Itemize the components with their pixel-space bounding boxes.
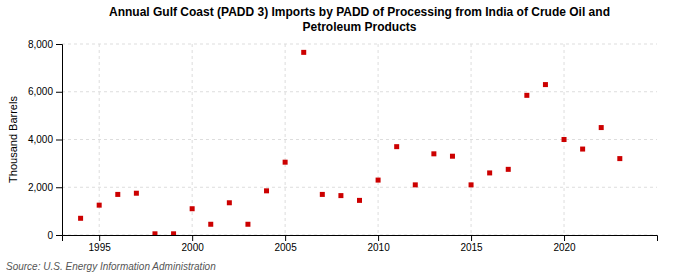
point — [617, 156, 622, 161]
y-axis-title: Thousand Barrels — [7, 96, 19, 183]
grid-line — [62, 44, 657, 45]
grid-line — [471, 44, 472, 235]
grid-line — [378, 44, 379, 235]
tick-label: 1995 — [89, 242, 112, 253]
point — [190, 206, 195, 211]
tick-mark — [378, 235, 379, 241]
tick-mark — [192, 235, 193, 241]
annotation: Source: U.S. Energy Information Administ… — [6, 261, 216, 272]
tick: 6,000 — [28, 86, 62, 97]
tick-label: 4,000 — [28, 134, 53, 145]
point — [562, 137, 567, 142]
point — [97, 203, 102, 208]
tick: 2005 — [275, 235, 298, 253]
point — [301, 50, 306, 55]
point — [134, 191, 139, 196]
tick-label: 2000 — [182, 242, 205, 253]
axis-line — [56, 45, 63, 236]
point — [506, 167, 511, 172]
tick: 0 — [47, 230, 62, 241]
tick: 4,000 — [28, 134, 62, 145]
y-axis: 0 2,000 4,000 6,000 8,000 — [28, 39, 63, 241]
tick: 2015 — [460, 235, 483, 253]
point — [227, 200, 232, 205]
axis-line — [63, 236, 658, 242]
tick: 2010 — [367, 235, 390, 253]
plot-area: 1995 2000 2005 2010 2015 2020 0 2,000 4,000 6,000… — [28, 39, 658, 253]
point — [450, 154, 455, 159]
point — [115, 192, 120, 197]
point — [245, 222, 250, 227]
point — [524, 93, 529, 98]
tick: 2000 — [182, 235, 205, 253]
point — [543, 82, 548, 87]
tick: 1995 — [89, 235, 112, 253]
tick-mark — [56, 140, 62, 141]
point — [580, 147, 585, 152]
point — [320, 192, 325, 197]
tick-mark — [564, 235, 565, 241]
tick-mark — [56, 187, 62, 188]
marks — [78, 50, 622, 235]
tick: 2020 — [553, 235, 576, 253]
tick-label: 2,000 — [28, 182, 53, 193]
grid-line — [62, 187, 657, 188]
point — [599, 125, 604, 130]
tick-mark — [56, 44, 62, 45]
tick-mark — [56, 92, 62, 93]
grid-line — [62, 139, 657, 140]
tick-label: 6,000 — [28, 86, 53, 97]
tick-mark — [471, 235, 472, 241]
title: Annual Gulf Coast (PADD 3) Imports by PA… — [109, 5, 610, 34]
tick-mark — [285, 235, 286, 241]
point — [357, 198, 362, 203]
point — [208, 222, 213, 227]
point — [171, 231, 176, 235]
point — [469, 182, 474, 187]
point — [78, 216, 83, 221]
point — [394, 144, 399, 149]
x-axis: 1995 2000 2005 2010 2015 2020 — [63, 235, 658, 253]
grid-line — [62, 91, 657, 92]
chart: 1995 2000 2005 2010 2015 2020 0 2,000 4,000 6,000… — [0, 0, 675, 275]
point — [413, 182, 418, 187]
tick-mark — [56, 235, 62, 236]
tick-label: 2020 — [553, 242, 576, 253]
tick-label: 8,000 — [28, 39, 53, 50]
grid-line — [285, 44, 286, 235]
tick-label: 2005 — [275, 242, 298, 253]
point — [264, 188, 269, 193]
point — [152, 231, 157, 235]
point — [283, 160, 288, 165]
tick-label: 2010 — [367, 242, 390, 253]
point — [338, 193, 343, 198]
tick-mark — [99, 235, 100, 241]
grid — [62, 44, 657, 235]
tick-label: 2015 — [460, 242, 483, 253]
point — [376, 178, 381, 183]
point — [431, 151, 436, 156]
tick-label: 0 — [47, 230, 53, 241]
point — [487, 170, 492, 175]
tick: 8,000 — [28, 39, 62, 50]
tick: 2,000 — [28, 182, 62, 193]
